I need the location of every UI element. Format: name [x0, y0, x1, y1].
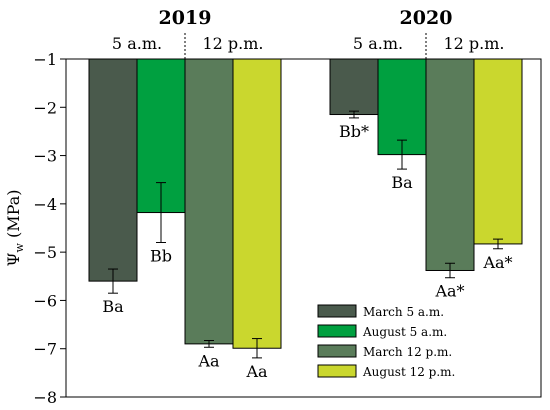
- bar: [329, 58, 379, 116]
- y-tick-label: −1: [33, 50, 57, 69]
- bar: [232, 58, 282, 349]
- y-tick-label: −5: [33, 243, 57, 262]
- year-title: 2019: [159, 7, 212, 29]
- bar-significance-label: Aa: [197, 351, 220, 370]
- bar: [377, 58, 427, 156]
- legend-label: March 12 p.m.: [363, 345, 452, 359]
- bar-significance-label: Bb: [150, 246, 172, 265]
- bar-significance-label: Ba: [391, 173, 413, 192]
- bar: [473, 58, 523, 245]
- y-tick-label: −3: [33, 147, 57, 166]
- legend-swatch: [317, 364, 357, 378]
- legend-swatch: [317, 344, 357, 358]
- bar-significance-label: Aa*: [434, 282, 464, 301]
- year-title: 2020: [400, 7, 453, 29]
- time-label: 5 a.m.: [353, 34, 403, 53]
- legend-swatch: [317, 304, 357, 318]
- y-axis-subscript: w: [13, 242, 26, 252]
- bar-significance-label: Aa: [245, 362, 268, 381]
- time-label: 12 p.m.: [443, 34, 504, 53]
- y-tick-label: −8: [33, 388, 57, 407]
- bar: [184, 58, 234, 345]
- y-tick-label: −6: [33, 291, 57, 310]
- legend-label: August 12 p.m.: [362, 365, 455, 379]
- legend-swatch: [317, 324, 357, 338]
- bar-significance-label: Ba: [102, 297, 124, 316]
- time-label: 12 p.m.: [202, 34, 263, 53]
- bar-significance-label: Bb*: [339, 122, 369, 141]
- y-axis-unit: (MPa): [4, 190, 23, 244]
- y-tick-label: −4: [33, 195, 57, 214]
- y-tick-label: −7: [33, 340, 57, 359]
- bar: [88, 58, 138, 282]
- legend-label: August 5 a.m.: [362, 325, 447, 339]
- time-label: 5 a.m.: [112, 34, 162, 53]
- y-tick-label: −2: [33, 98, 57, 117]
- bar: [425, 58, 475, 271]
- y-axis-title: Ψw (MPa): [4, 190, 26, 267]
- y-axis-symbol: Ψ: [4, 252, 23, 266]
- bar-significance-label: Aa*: [482, 253, 512, 272]
- legend-label: March 5 a.m.: [363, 305, 444, 319]
